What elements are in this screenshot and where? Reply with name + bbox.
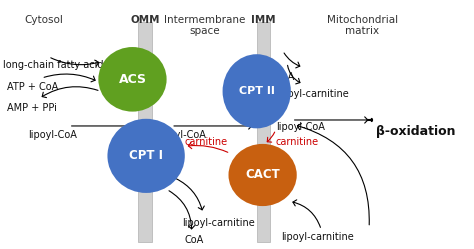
Text: ACS: ACS — [118, 73, 146, 86]
Text: OMM: OMM — [130, 15, 160, 25]
Text: CoA: CoA — [276, 72, 295, 82]
Ellipse shape — [228, 144, 297, 206]
Ellipse shape — [98, 47, 166, 112]
Text: IMM: IMM — [251, 15, 276, 25]
Text: CACT: CACT — [245, 169, 280, 182]
Ellipse shape — [223, 54, 291, 128]
Text: lipoyl-carnitine: lipoyl-carnitine — [276, 89, 348, 99]
Text: AMP + PPi: AMP + PPi — [7, 103, 57, 113]
Text: lipoyl-CoA: lipoyl-CoA — [276, 122, 325, 132]
Text: ATP + CoA: ATP + CoA — [7, 82, 59, 92]
Text: lipoyl-carnitine: lipoyl-carnitine — [182, 218, 255, 228]
Bar — [138, 22, 152, 242]
Text: CPT II: CPT II — [239, 86, 274, 96]
Bar — [257, 22, 270, 242]
Text: carnitine: carnitine — [276, 137, 319, 147]
Text: lipoyl-carnitine: lipoyl-carnitine — [281, 232, 354, 243]
Text: Cytosol: Cytosol — [24, 15, 63, 25]
Text: long-chain fatty acids: long-chain fatty acids — [3, 60, 109, 70]
Text: CPT I: CPT I — [129, 149, 163, 162]
Text: β-oxidation: β-oxidation — [376, 125, 456, 138]
Text: Mitochondrial
matrix: Mitochondrial matrix — [327, 15, 398, 36]
Text: CoA: CoA — [185, 235, 204, 245]
Text: lipoyl-CoA: lipoyl-CoA — [28, 129, 77, 139]
Text: Intermembrane
space: Intermembrane space — [164, 15, 245, 36]
Text: lipoyl-CoA: lipoyl-CoA — [157, 129, 206, 139]
Text: carnitine: carnitine — [185, 137, 228, 147]
Ellipse shape — [108, 119, 185, 193]
